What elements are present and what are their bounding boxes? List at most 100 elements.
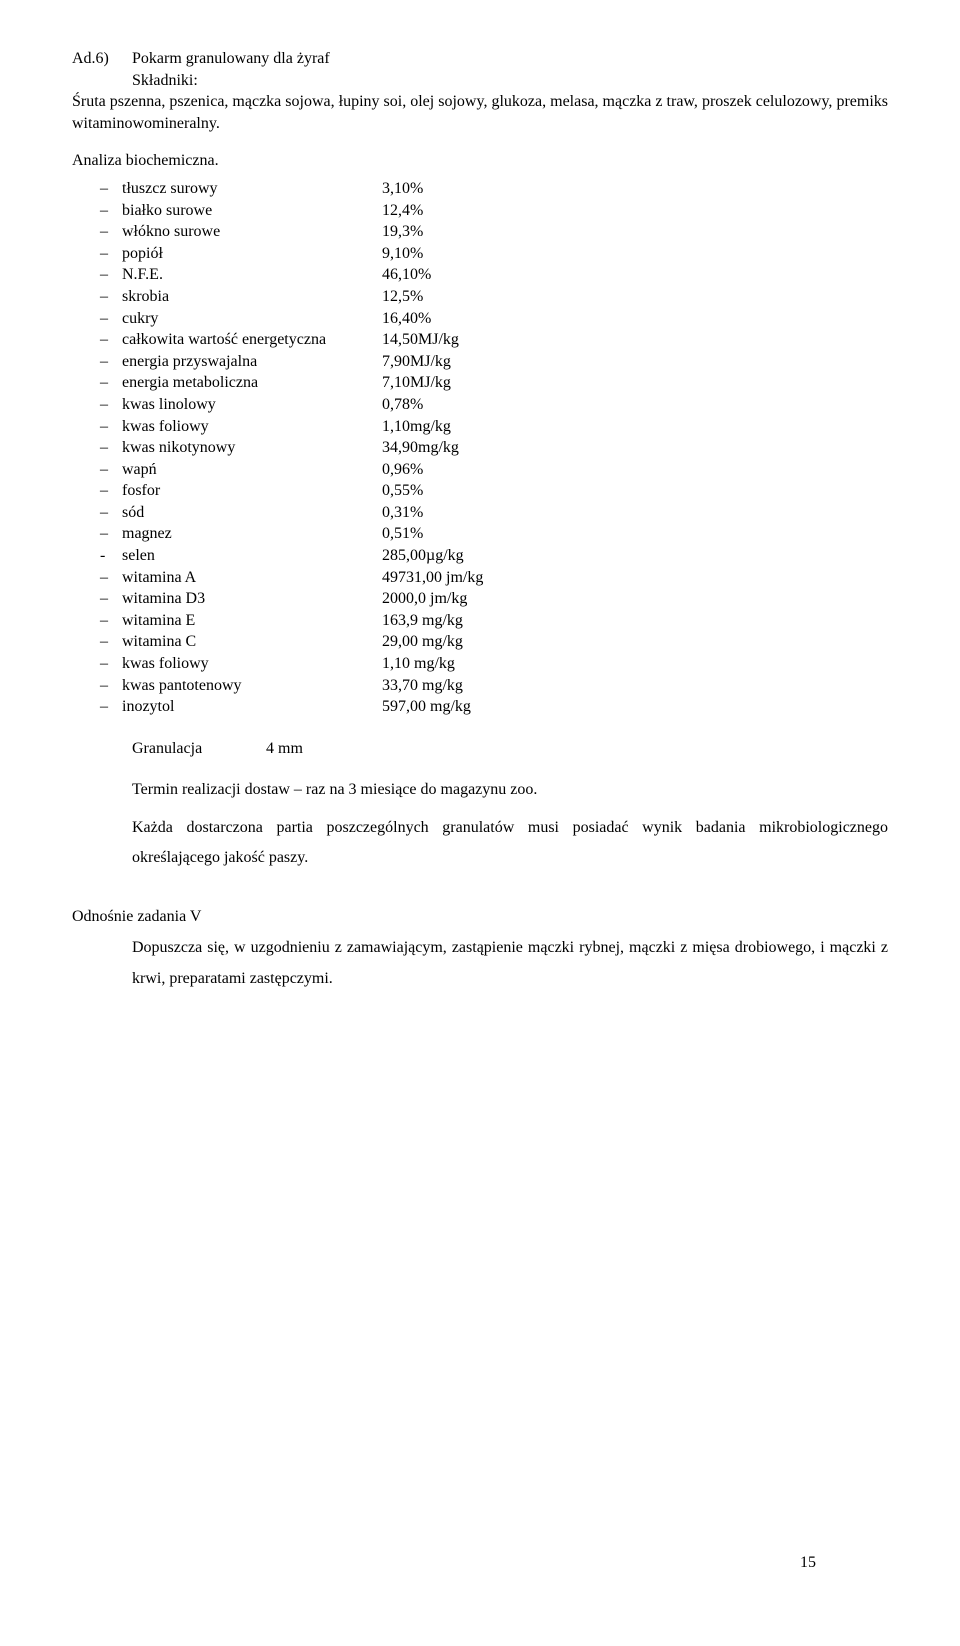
item-label: selen [122,545,382,567]
list-item: –sód0,31% [100,502,888,524]
list-item: –witamina C29,00 mg/kg [100,631,888,653]
item-label: kwas linolowy [122,394,382,416]
list-item: –N.F.E.46,10% [100,264,888,286]
dash-icon: – [100,653,122,675]
item-value: 597,00 mg/kg [382,696,471,718]
analysis-label: Analiza biochemiczna. [72,150,888,172]
item-label: kwas nikotynowy [122,437,382,459]
list-item: –inozytol597,00 mg/kg [100,696,888,718]
item-value: 16,40% [382,308,431,330]
item-value: 9,10% [382,243,423,265]
item-value: 19,3% [382,221,423,243]
ingredients-paragraph: Śruta pszenna, pszenica, mączka sojowa, … [72,91,888,134]
dash-icon: – [100,308,122,330]
item-label: kwas foliowy [122,653,382,675]
dash-icon: – [100,459,122,481]
item-value: 12,4% [382,200,423,222]
granulation-line: Granulacja 4 mm [72,738,888,760]
delivery-note: Termin realizacji dostaw – raz na 3 mies… [132,779,888,801]
subtitle: Składniki: [132,70,888,92]
item-label: N.F.E. [122,264,382,286]
dash-icon: – [100,200,122,222]
granulation-label: Granulacja [132,738,262,760]
dash-icon: – [100,437,122,459]
item-label: kwas pantotenowy [122,675,382,697]
dash-icon: – [100,523,122,545]
list-item: –kwas linolowy0,78% [100,394,888,416]
list-item: –tłuszcz surowy3,10% [100,178,888,200]
item-label: magnez [122,523,382,545]
dash-icon: – [100,696,122,718]
page: { "heading": { "num": "Ad.6)", "title": … [72,48,888,1598]
dash-icon: – [100,329,122,351]
item-label: witamina A [122,567,382,589]
item-value: 7,10MJ/kg [382,372,451,394]
item-label: włókno surowe [122,221,382,243]
item-value: 0,78% [382,394,423,416]
list-item: –wapń0,96% [100,459,888,481]
item-label: skrobia [122,286,382,308]
item-value: 46,10% [382,264,431,286]
item-label: wapń [122,459,382,481]
item-label: kwas foliowy [122,416,382,438]
list-item: -selen285,00µg/kg [100,545,888,567]
list-item: –skrobia12,5% [100,286,888,308]
item-label: witamina D3 [122,588,382,610]
heading-number: Ad.6) [72,48,132,70]
item-value: 2000,0 jm/kg [382,588,467,610]
item-value: 29,00 mg/kg [382,631,463,653]
item-label: białko surowe [122,200,382,222]
item-value: 7,90MJ/kg [382,351,451,373]
item-value: 3,10% [382,178,423,200]
granulation-value: 4 mm [266,740,303,757]
item-label: sód [122,502,382,524]
item-value: 0,55% [382,480,423,502]
dash-icon: – [100,286,122,308]
list-item: –włókno surowe19,3% [100,221,888,243]
list-item: –kwas nikotynowy34,90mg/kg [100,437,888,459]
list-item: –witamina E163,9 mg/kg [100,610,888,632]
dash-icon: – [100,480,122,502]
list-item: –kwas foliowy1,10 mg/kg [100,653,888,675]
list-item: –energia przyswajalna7,90MJ/kg [100,351,888,373]
dash-icon: – [100,221,122,243]
item-label: cukry [122,308,382,330]
list-item: –cukry16,40% [100,308,888,330]
item-value: 12,5% [382,286,423,308]
item-label: tłuszcz surowy [122,178,382,200]
list-item: –energia metaboliczna7,10MJ/kg [100,372,888,394]
dash-icon: – [100,588,122,610]
task-v-body: Dopuszcza się, w uzgodnieniu z zamawiają… [132,933,888,994]
task-v-heading: Odnośnie zadania V [72,906,888,928]
list-item: –kwas foliowy1,10mg/kg [100,416,888,438]
item-value: 33,70 mg/kg [382,675,463,697]
dash-icon: - [100,545,122,567]
item-label: energia przyswajalna [122,351,382,373]
list-item: –fosfor0,55% [100,480,888,502]
item-label: witamina E [122,610,382,632]
list-item: –witamina A49731,00 jm/kg [100,567,888,589]
dash-icon: – [100,502,122,524]
item-value: 285,00µg/kg [382,545,464,567]
page-number: 15 [800,1552,816,1574]
item-value: 0,96% [382,459,423,481]
item-value: 0,31% [382,502,423,524]
item-label: fosfor [122,480,382,502]
dash-icon: – [100,351,122,373]
list-item: –popiół9,10% [100,243,888,265]
task-v-body-block: Dopuszcza się, w uzgodnieniu z zamawiają… [72,933,888,994]
list-item: –białko surowe12,4% [100,200,888,222]
heading-title: Pokarm granulowany dla żyraf [132,48,330,70]
item-value: 1,10 mg/kg [382,653,455,675]
item-label: popiół [122,243,382,265]
analysis-list: –tłuszcz surowy3,10% –białko surowe12,4%… [100,178,888,718]
dash-icon: – [100,178,122,200]
dash-icon: – [100,610,122,632]
dash-icon: – [100,243,122,265]
list-item: –kwas pantotenowy33,70 mg/kg [100,675,888,697]
list-item: –witamina D32000,0 jm/kg [100,588,888,610]
dash-icon: – [100,675,122,697]
item-label: całkowita wartość energetyczna [122,329,382,351]
item-value: 1,10mg/kg [382,416,451,438]
dash-icon: – [100,631,122,653]
